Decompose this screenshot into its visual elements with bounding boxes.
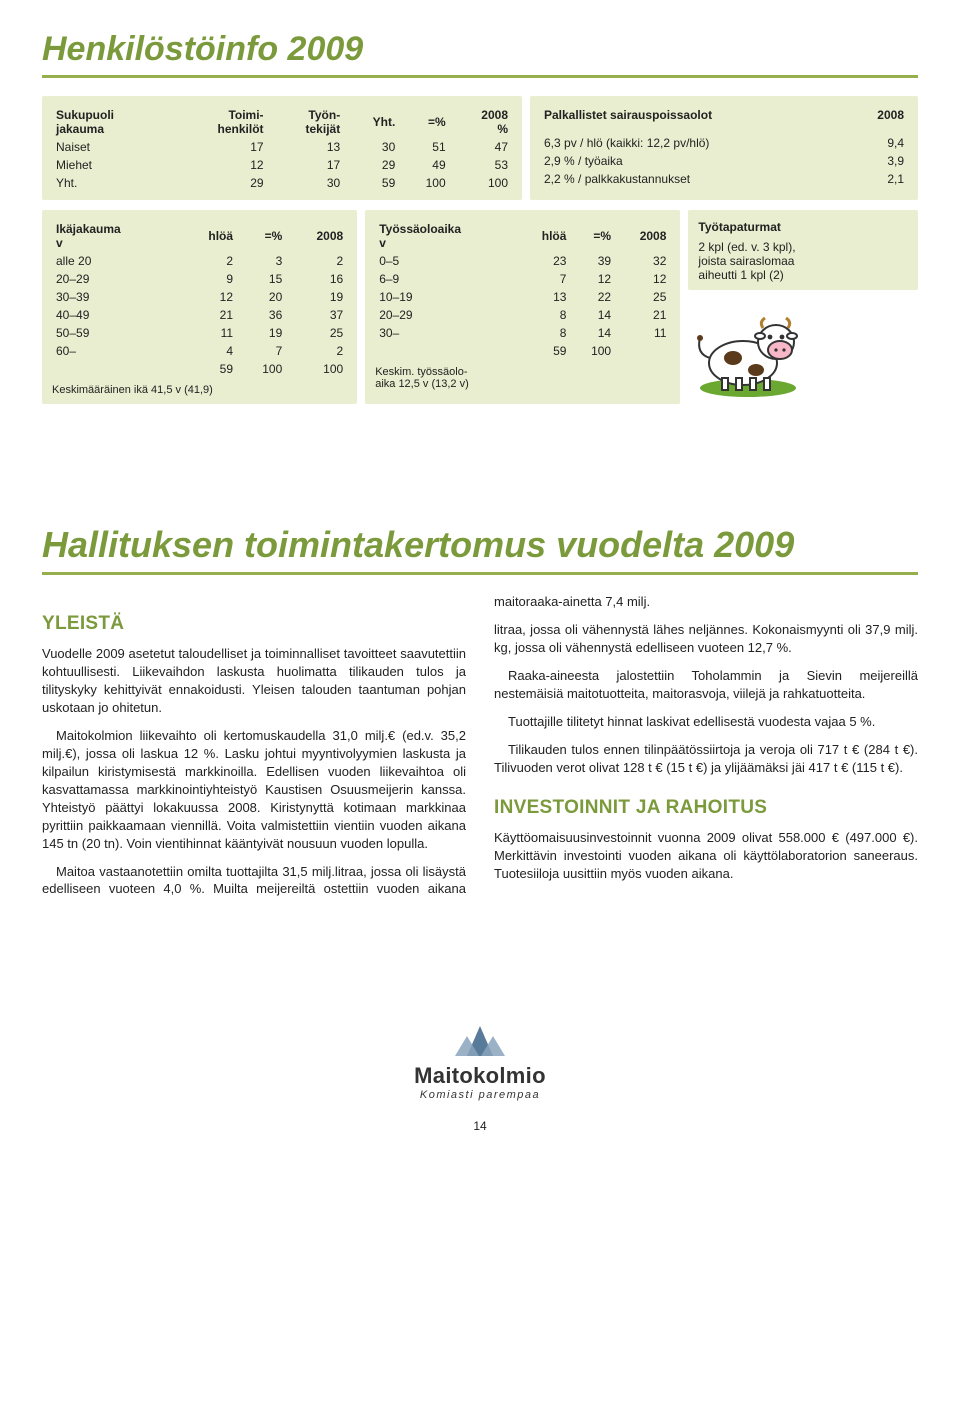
sick-title: Palkallistet sairauspoissaolot (540, 106, 847, 124)
col-h: hlöä (518, 220, 570, 252)
cow-icon (688, 298, 808, 398)
heading-yleista: YLEISTÄ (42, 611, 466, 637)
table-row: Yht.293059100100 (52, 174, 512, 192)
para: Vuodelle 2009 asetetut taloudelliset ja … (42, 645, 466, 717)
page-title: Henkilöstöinfo 2009 (42, 30, 918, 69)
col-h: 2008 (615, 220, 670, 252)
table-row: alle 20232 (52, 252, 347, 270)
table-row: 40–49213637 (52, 306, 347, 324)
panel-age: Ikäjakauma v hlöä =% 2008 alle 20232 20–… (42, 210, 357, 404)
table-row: 0–5233932 (375, 252, 670, 270)
para: Tuottajille tilitetyt hinnat laskivat ed… (494, 713, 918, 731)
logo-tagline: Komiasti parempaa (42, 1089, 918, 1101)
col-h: 2008 % (450, 106, 512, 138)
col-h: Työn- tekijät (268, 106, 345, 138)
report-body: YLEISTÄ Vuodelle 2009 asetetut taloudell… (42, 593, 918, 898)
accidents-title: Työtapaturmat (698, 220, 908, 234)
panel-accidents: Työtapaturmat 2 kpl (ed. v. 3 kpl), jois… (688, 210, 918, 290)
table-row: 6–971212 (375, 270, 670, 288)
para: litraa, jossa oli vähennystä lähes neljä… (494, 621, 918, 657)
table-row: 30–81411 (375, 324, 670, 342)
col-h: =% (570, 220, 615, 252)
age-table: Ikäjakauma v hlöä =% 2008 alle 20232 20–… (52, 220, 347, 378)
heading-investoinnit: INVESTOINNIT JA RAHOITUS (494, 795, 918, 821)
table-row: 59100100 (52, 360, 347, 378)
col-h: Ikäjakauma v (52, 220, 180, 252)
table-row: Miehet1217294953 (52, 156, 512, 174)
title-rule (42, 75, 918, 78)
sick-year: 2008 (847, 106, 908, 124)
col-h: Sukupuoli jakauma (52, 106, 171, 138)
table-row: 10–19132225 (375, 288, 670, 306)
age-footnote: Keskimääräinen ikä 41,5 v (41,9) (52, 384, 347, 396)
para: Käyttöomaisuusinvestoinnit vuonna 2009 o… (494, 829, 918, 883)
col-h: Toimi- henkilöt (171, 106, 268, 138)
para: Raaka-aineesta jalostettiin Toholammin j… (494, 667, 918, 703)
table-row: 30–39122019 (52, 288, 347, 306)
report-rule (42, 572, 918, 575)
accidents-text: 2 kpl (ed. v. 3 kpl), joista sairaslomaa… (698, 240, 908, 282)
table-row: 20–2991516 (52, 270, 347, 288)
col-h: hlöä (180, 220, 237, 252)
table-row: 2,2 % / palkkakustannukset2,1 (540, 170, 908, 188)
table-row: 59100 (375, 342, 670, 360)
col-h: =% (237, 220, 286, 252)
logo: Maitokolmio Komiasti parempaa (42, 1018, 918, 1101)
col-h: 2008 (286, 220, 347, 252)
panel-sickleave: Palkallistet sairauspoissaolot 2008 6,3 … (530, 96, 918, 200)
logo-triangle-icon (445, 1018, 515, 1060)
col-h: Yht. (344, 106, 399, 138)
panel-service: Työssäoloaika v hlöä =% 2008 0–5233932 6… (365, 210, 680, 404)
table-row: 50–59111925 (52, 324, 347, 342)
report-title: Hallituksen toimintakertomus vuodelta 20… (42, 524, 918, 566)
col-h: =% (399, 106, 449, 138)
table-row: 6,3 pv / hlö (kaikki: 12,2 pv/hlö)9,4 (540, 134, 908, 152)
table-row: 2,9 % / työaika3,9 (540, 152, 908, 170)
col-h: Työssäoloaika v (375, 220, 518, 252)
para: Maitokolmion liikevaihto oli kertomuskau… (42, 727, 466, 853)
service-table: Työssäoloaika v hlöä =% 2008 0–5233932 6… (375, 220, 670, 360)
sick-table: Palkallistet sairauspoissaolot 2008 6,3 … (540, 106, 908, 188)
service-footnote: Keskim. työssäolo- aika 12,5 v (13,2 v) (375, 366, 670, 390)
table-row: 20–2981421 (375, 306, 670, 324)
para: Tilikauden tulos ennen tilinpäätössiirto… (494, 741, 918, 777)
panel-gender: Sukupuoli jakauma Toimi- henkilöt Työn- … (42, 96, 522, 200)
table-row: Naiset1713305147 (52, 138, 512, 156)
gender-table: Sukupuoli jakauma Toimi- henkilöt Työn- … (52, 106, 512, 192)
page-number: 14 (42, 1119, 918, 1133)
table-row: 60–472 (52, 342, 347, 360)
logo-brand: Maitokolmio (42, 1063, 918, 1089)
